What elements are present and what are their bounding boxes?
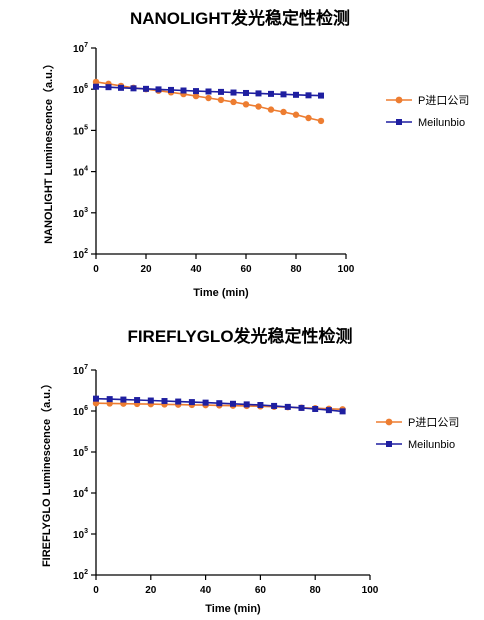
- chart1-x-tick-label: 60: [240, 264, 252, 275]
- chart1-data-point: [280, 108, 287, 116]
- chart1-y-tick-label: 107: [73, 42, 88, 55]
- chart2-data-point: [312, 405, 319, 412]
- chart1-y-tick-label: 103: [73, 207, 88, 220]
- chart2-y-tick-label: 107: [73, 364, 88, 377]
- chart1-legend-label: Meilunbio: [418, 117, 465, 129]
- chart2-legend-label: P进口公司: [408, 416, 459, 429]
- chart1-y-tick-label: 104: [73, 166, 88, 179]
- chart1-x-tick-label: 100: [338, 264, 355, 275]
- chart2-data-point: [175, 398, 182, 405]
- chart1-x-tick-label: 40: [190, 264, 202, 275]
- chart2: FIREFLYGLO发光稳定性检测 107 106 105 104 103 102 0 20 40…: [40, 326, 459, 615]
- chart1-y-tick-label: 105: [73, 124, 88, 137]
- chart2-data-point: [216, 400, 223, 407]
- chart2-y-tick-label: 106: [73, 405, 88, 418]
- chart2-legend-label: Meilunbio: [408, 439, 455, 451]
- chart2-data-point: [106, 396, 113, 403]
- chart2-x-tick-label: 100: [362, 585, 379, 596]
- chart2-legend-marker: [385, 418, 393, 426]
- chart1-y-axis-title: NANOLIGHT Luminescence（a.u.）: [42, 58, 55, 244]
- chart2-y-tick-label: 102: [73, 569, 88, 582]
- chart2-x-tick-label: 80: [310, 585, 322, 596]
- chart1-data-point: [230, 98, 237, 106]
- chart2-data-point: [93, 395, 99, 402]
- chart2-legend-entry: P进口公司: [376, 416, 459, 429]
- chart1-data-point: [205, 94, 212, 102]
- chart1-legend-entry: P进口公司: [386, 94, 469, 107]
- chart1-data-point: [243, 89, 249, 96]
- chart2-data-point: [230, 400, 236, 407]
- chart1-data-point: [317, 117, 325, 125]
- chart2-x-tick-label: 40: [200, 585, 212, 596]
- chart1-data-point: [118, 84, 124, 91]
- chart2-data-point: [339, 408, 346, 415]
- chart1-legend-marker: [395, 96, 403, 104]
- chart1-data-point: [155, 86, 162, 93]
- chart1-x-tick-label: 0: [93, 264, 99, 275]
- chart1-legend-entry: Meilunbio: [386, 117, 465, 129]
- chart1-data-point: [105, 84, 112, 91]
- chart1-data-point: [168, 86, 174, 93]
- chart1-data-point: [242, 101, 250, 108]
- chart2-series-meilunbio: [93, 395, 346, 415]
- chart2-data-point: [188, 399, 195, 406]
- chart1-data-point: [92, 78, 100, 86]
- chart1-data-point: [318, 92, 324, 99]
- chart1-legend-label: P进口公司: [418, 94, 469, 107]
- chart2-data-point: [325, 407, 332, 414]
- chart2-legend-entry: Meilunbio: [376, 439, 455, 451]
- chart2-x-tick-label: 60: [255, 585, 267, 596]
- chart2-x-tick-label: 0: [93, 585, 99, 596]
- chart2-data-point: [134, 397, 141, 404]
- chart2-y-axis-title: FIREFLYGLO Luminescence（a.u.）: [40, 378, 53, 567]
- chart1-y-tick-label: 102: [73, 248, 88, 261]
- chart1-data-point: [305, 114, 312, 122]
- chart1-data-point: [268, 90, 274, 97]
- chart1-data-point: [218, 88, 224, 95]
- chart1-data-point: [255, 103, 262, 110]
- chart2-y-tick-label: 103: [73, 528, 88, 541]
- chart2-data-point: [298, 404, 305, 411]
- chart2-data-point: [284, 403, 291, 410]
- chart1-x-tick-label: 80: [290, 264, 302, 275]
- chart1-data-point: [93, 83, 99, 90]
- chart1-data-point: [143, 85, 149, 92]
- chart2-y-tick-label: 105: [73, 446, 88, 459]
- chart2-data-point: [161, 398, 168, 405]
- chart1-data-point: [280, 91, 287, 98]
- chart1-data-point: [130, 85, 137, 92]
- chart2-data-point: [243, 401, 250, 408]
- chart1-title: NANOLIGHT发光稳定性检测: [130, 8, 350, 28]
- chart1-data-point: [292, 111, 300, 118]
- chart1-x-tick-label: 20: [140, 264, 152, 275]
- chart1-legend-marker: [396, 119, 402, 125]
- chart1-data-point: [255, 90, 262, 97]
- chart1-data-point: [267, 106, 275, 113]
- chart2-data-point: [202, 399, 209, 406]
- chart1-data-point: [205, 88, 212, 95]
- chart2-data-point: [257, 402, 264, 409]
- chart2-y-tick-label: 104: [73, 487, 88, 500]
- chart2-data-point: [147, 397, 154, 404]
- chart1-data-point: [217, 96, 225, 104]
- chart2-legend-marker: [386, 441, 392, 447]
- chart1-y-tick-label: 106: [73, 83, 88, 96]
- chart1-data-point: [193, 88, 199, 95]
- chart1-data-point: [180, 87, 187, 94]
- chart1-data-point: [305, 92, 312, 99]
- chart2-x-tick-label: 20: [145, 585, 157, 596]
- chart1: NANOLIGHT发光稳定性检测 107 106 105 104 103 102 0 20 40 6…: [42, 8, 469, 299]
- chart2-data-point: [120, 396, 127, 403]
- chart2-x-axis-title: Time (min): [205, 603, 261, 615]
- chart1-data-point: [230, 89, 237, 96]
- chart2-data-point: [271, 402, 278, 409]
- chart1-data-point: [192, 92, 200, 100]
- chart1-series-p-import: [92, 78, 325, 125]
- chart1-series-meilunbio: [93, 83, 324, 99]
- chart2-title: FIREFLYGLO发光稳定性检测: [127, 326, 352, 346]
- chart1-data-point: [293, 91, 299, 98]
- chart1-x-axis-title: Time (min): [193, 287, 249, 299]
